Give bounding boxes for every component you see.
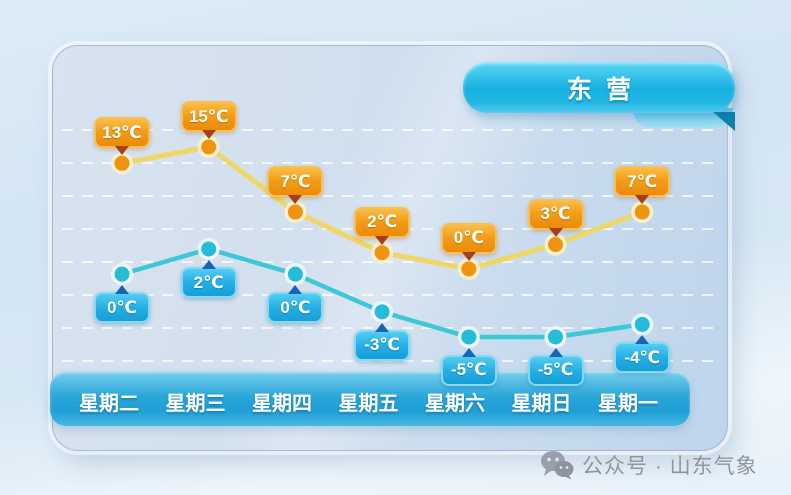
high-temp-label: 15℃ <box>180 101 237 132</box>
weekday-label: 星期二 <box>79 393 139 415</box>
weekday-bar <box>50 371 690 426</box>
low-temp-label: 0℃ <box>267 292 324 324</box>
high-temp-label: 2℃ <box>354 206 411 238</box>
high-temp-label: 7℃ <box>267 166 324 198</box>
low-temp-label: -5℃ <box>440 354 497 386</box>
city-name: 东营 <box>566 75 645 104</box>
low-temp-label: -5℃ <box>527 354 584 386</box>
low-temp-label: -4℃ <box>614 342 671 374</box>
weekday-label: 星期日 <box>511 393 572 415</box>
badge-ribbon-fold <box>713 112 735 131</box>
city-badge: 东营 <box>463 62 735 113</box>
weekday-label: 星期四 <box>252 393 312 415</box>
weekday-label: 星期六 <box>425 393 485 415</box>
weekday-label: 星期一 <box>598 393 658 415</box>
low-temp-label: 0℃ <box>94 292 150 324</box>
wechat-icon <box>541 451 574 480</box>
low-temp-label: 2℃ <box>180 267 237 298</box>
footer-text: 公众号 · 山东气象 <box>582 455 758 478</box>
high-temp-label: 7℃ <box>614 166 671 198</box>
weekday-label: 星期三 <box>165 393 226 415</box>
low-temp-label: -3℃ <box>354 329 411 361</box>
weekday-label: 星期五 <box>338 393 399 415</box>
high-temp-label: 3℃ <box>527 198 584 230</box>
footer-credit: 公众号 · 山东气象 <box>540 450 758 480</box>
badge-ribbon-curl <box>633 108 733 128</box>
high-temp-label: 0℃ <box>440 222 497 254</box>
high-temp-label: 13℃ <box>94 117 150 149</box>
